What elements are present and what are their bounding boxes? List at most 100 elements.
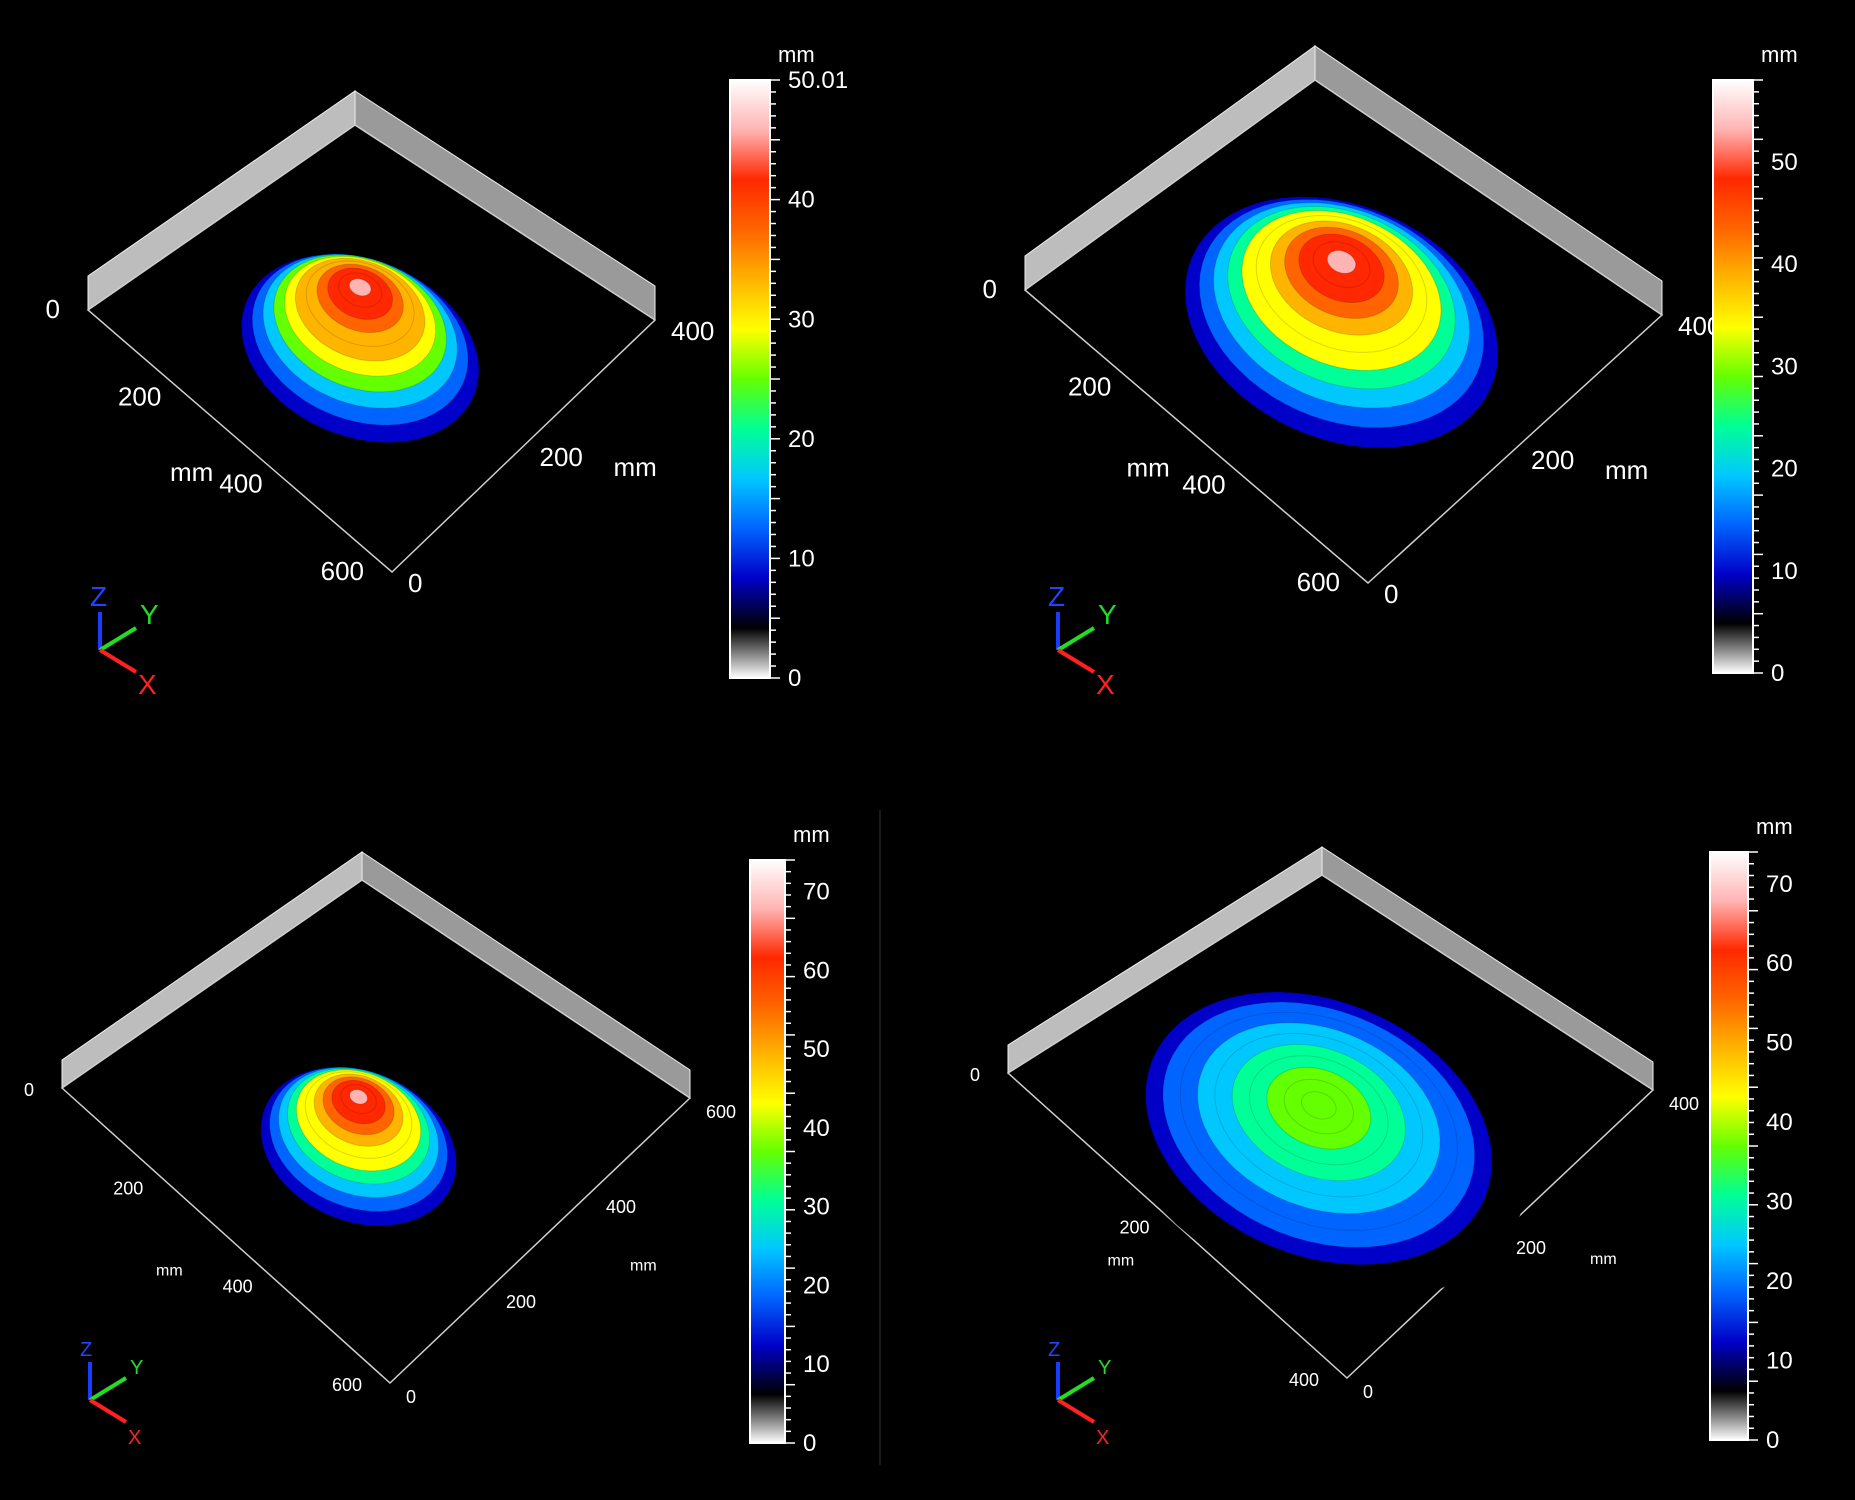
x-tick-label: 400 (223, 1277, 253, 1297)
axes-orientation-icon: Z Y X (90, 581, 159, 700)
x-tick-label: 0 (24, 1080, 34, 1100)
y-tick-label: 0 (1384, 579, 1398, 609)
y-label: Y (130, 1357, 143, 1379)
colorbar-tick-label: 0 (1766, 1427, 1779, 1454)
x-tick-label: 600 (1297, 567, 1340, 597)
y-label: Y (140, 599, 159, 630)
x-tick-label: 600 (332, 1375, 362, 1395)
surface-contour (1326, 250, 1357, 274)
colorbar-tick-label: 30 (1766, 1189, 1793, 1216)
z-label: Z (90, 581, 107, 612)
x-tick-label: 200 (1068, 372, 1111, 402)
colorbar-unit: mm (793, 822, 830, 847)
colorbar-tick-label: 0 (1771, 660, 1784, 687)
x-arrow (1056, 1398, 1096, 1424)
colorbar-tick-label: 50 (1766, 1030, 1793, 1057)
colorbar-unit: mm (1761, 42, 1798, 67)
x-tick-label: 200 (118, 381, 161, 411)
colorbar (749, 859, 786, 1444)
x-label: X (128, 1427, 141, 1449)
colorbar-tick-label: 10 (1771, 558, 1798, 585)
y-tick-label: 200 (506, 1292, 536, 1312)
colorbar (1709, 851, 1749, 1441)
colorbar-tick-label: 50 (1771, 149, 1798, 176)
x-tick-label: 400 (219, 469, 262, 499)
colorbar-unit: mm (778, 42, 815, 67)
z-label: Z (80, 1339, 92, 1361)
chart-panel-3: 0 200 400 600 0 200 400 600 mm mm Z Y Xmm 0 10 20 30 40 50… (24, 822, 830, 1457)
y-axis-label: mm (630, 1258, 657, 1275)
x-axis-label: mm (1127, 453, 1170, 483)
y-arrow (98, 626, 138, 652)
x-tick-label: 0 (46, 294, 60, 324)
x-arrow (98, 648, 138, 674)
colorbar-tick-label: 60 (803, 957, 830, 984)
y-arrow (1056, 1376, 1096, 1402)
colorbar-tick-label: 70 (1766, 871, 1793, 898)
y-tick-label: 600 (706, 1102, 736, 1122)
chart-panel-4: 0 200 400 0 200 400 mm mm Z Y Xmm 0 10 20 30 40 50 60 70 (970, 814, 1793, 1454)
colorbar-tick-label: 0 (803, 1430, 816, 1457)
x-tick-label: 0 (983, 274, 997, 304)
axes-orientation-icon: Z Y X (80, 1339, 143, 1449)
colorbar-tick-label: 20 (788, 426, 815, 453)
colorbar-tick-label: 50 (803, 1036, 830, 1063)
x-label: X (1096, 669, 1115, 700)
colorbar-tick-label: 10 (788, 545, 815, 572)
colorbar-tick-label: 40 (1766, 1109, 1793, 1136)
x-axis-label: mm (1108, 1253, 1135, 1270)
surface-contour (349, 1089, 368, 1105)
colorbar-tick-label: 20 (1771, 456, 1798, 483)
x-arrow (88, 1398, 128, 1424)
colorbar-tick-label: 10 (803, 1351, 830, 1378)
colorbar-tick-label: 30 (803, 1194, 830, 1221)
colorbar-tick-label: 20 (803, 1272, 830, 1299)
x-label: X (1096, 1427, 1109, 1449)
x-tick-label: 0 (970, 1065, 980, 1085)
y-label: Y (1098, 599, 1117, 630)
colorbar-tick-label: 0 (788, 665, 801, 692)
y-tick-label: 200 (1516, 1238, 1546, 1258)
colorbar-unit: mm (1756, 814, 1793, 839)
z-label: Z (1048, 1339, 1060, 1361)
x-tick-label: 400 (1182, 469, 1225, 499)
y-tick-label: 200 (540, 442, 583, 472)
x-tick-label: 200 (113, 1178, 143, 1198)
y-tick-label: 0 (408, 568, 422, 598)
z-label: Z (1048, 581, 1065, 612)
y-arrow (1056, 626, 1096, 652)
x-arrow (1056, 648, 1096, 674)
axes-orientation-icon: Z Y X (1048, 1339, 1111, 1449)
y-tick-label: 400 (606, 1197, 636, 1217)
colorbar-tick-label: 40 (803, 1115, 830, 1142)
colorbar-tick-label: 40 (788, 187, 815, 214)
y-tick-label: 0 (1363, 1382, 1373, 1402)
y-tick-label: 400 (671, 316, 714, 346)
colorbar-tick-label: 20 (1766, 1268, 1793, 1295)
y-axis-label: mm (1590, 1251, 1617, 1268)
colorbar-tick-label: 30 (1771, 353, 1798, 380)
colorbar-tick-label: 60 (1766, 950, 1793, 977)
y-arrow (88, 1376, 128, 1402)
colorbar-tick-label: 10 (1766, 1348, 1793, 1375)
x-tick-label: 600 (321, 556, 364, 586)
x-tick-label: 200 (1119, 1218, 1149, 1238)
y-tick-label: 200 (1531, 445, 1574, 475)
colorbar-tick-label: 40 (1771, 251, 1798, 278)
y-axis-label: mm (614, 452, 657, 482)
colorbar-tick-label: 50.01 (788, 67, 848, 94)
colorbar (1712, 79, 1754, 674)
x-axis-label: mm (156, 1263, 183, 1280)
y-axis-label: mm (1605, 455, 1648, 485)
surface-contour (1301, 1091, 1337, 1120)
axes-orientation-icon: Z Y X (1048, 581, 1117, 700)
x-label: X (138, 669, 157, 700)
x-axis-label: mm (170, 457, 213, 487)
colorbar-tick-label: 30 (788, 306, 815, 333)
y-label: Y (1098, 1357, 1111, 1379)
surface-contour (348, 278, 372, 297)
colorbar (729, 79, 771, 679)
